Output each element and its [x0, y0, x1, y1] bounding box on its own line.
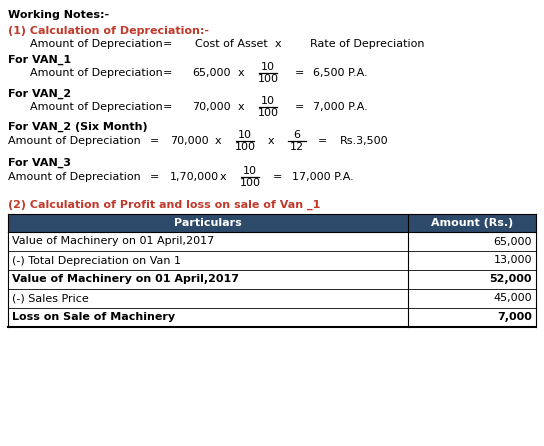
Text: Amount of Depreciation: Amount of Depreciation: [30, 39, 163, 49]
Text: (2) Calculation of Profit and loss on sale of Van _1: (2) Calculation of Profit and loss on sa…: [8, 200, 320, 210]
Text: (1) Calculation of Depreciation:-: (1) Calculation of Depreciation:-: [8, 26, 209, 36]
Bar: [8, 289, 536, 308]
Text: x: x: [275, 39, 282, 49]
Bar: [8, 232, 536, 251]
Text: =: =: [150, 136, 159, 146]
Text: 7,000: 7,000: [497, 313, 532, 322]
Text: =: =: [295, 68, 305, 78]
Text: Value of Machinery on 01 April,2017: Value of Machinery on 01 April,2017: [12, 236, 214, 247]
Text: Cost of Asset: Cost of Asset: [195, 39, 268, 49]
Text: Amount of Depreciation: Amount of Depreciation: [30, 68, 163, 78]
Text: 100: 100: [257, 108, 279, 119]
Text: For VAN_2 (Six Month): For VAN_2 (Six Month): [8, 122, 147, 132]
Text: 7,000 P.A.: 7,000 P.A.: [313, 102, 368, 112]
Text: 10: 10: [238, 129, 252, 140]
Text: 6,500 P.A.: 6,500 P.A.: [313, 68, 368, 78]
Text: 10: 10: [261, 62, 275, 71]
Text: x: x: [238, 68, 245, 78]
Text: =: =: [163, 39, 172, 49]
Text: For VAN_3: For VAN_3: [8, 158, 71, 168]
Bar: [8, 214, 536, 232]
Text: For VAN_1: For VAN_1: [8, 55, 71, 65]
Text: (-) Sales Price: (-) Sales Price: [12, 293, 89, 303]
Text: 100: 100: [239, 178, 261, 189]
Text: Particulars: Particulars: [174, 218, 242, 228]
Text: =: =: [318, 136, 327, 146]
Text: 70,000: 70,000: [170, 136, 209, 146]
Text: Rate of Depreciation: Rate of Depreciation: [310, 39, 424, 49]
Text: =: =: [295, 102, 305, 112]
Text: Amount of Depreciation: Amount of Depreciation: [8, 136, 141, 146]
Text: 6: 6: [294, 129, 300, 140]
Bar: [8, 251, 536, 270]
Text: Amount of Depreciation: Amount of Depreciation: [8, 172, 141, 182]
Text: =: =: [163, 68, 172, 78]
Text: Loss on Sale of Machinery: Loss on Sale of Machinery: [12, 313, 175, 322]
Text: 45,000: 45,000: [493, 293, 532, 303]
Text: 65,000: 65,000: [192, 68, 231, 78]
Text: 100: 100: [257, 74, 279, 84]
Text: =: =: [150, 172, 159, 182]
Text: 10: 10: [261, 95, 275, 106]
Text: x: x: [220, 172, 227, 182]
Text: =: =: [273, 172, 282, 182]
Text: Value of Machinery on 01 April,2017: Value of Machinery on 01 April,2017: [12, 274, 239, 285]
Text: x: x: [238, 102, 245, 112]
Text: 100: 100: [234, 143, 256, 153]
Bar: [8, 270, 536, 289]
Text: x: x: [268, 136, 275, 146]
Text: 65,000: 65,000: [493, 236, 532, 247]
Text: Working Notes:-: Working Notes:-: [8, 10, 109, 20]
Text: Rs.3,500: Rs.3,500: [340, 136, 388, 146]
Text: 70,000: 70,000: [192, 102, 231, 112]
Text: 10: 10: [243, 165, 257, 175]
Bar: [8, 308, 536, 327]
Text: (-) Total Depreciation on Van 1: (-) Total Depreciation on Van 1: [12, 256, 181, 265]
Text: 1,70,000: 1,70,000: [170, 172, 219, 182]
Text: 13,000: 13,000: [493, 256, 532, 265]
Text: 52,000: 52,000: [490, 274, 532, 285]
Text: 17,000 P.A.: 17,000 P.A.: [292, 172, 354, 182]
Text: 12: 12: [290, 143, 304, 153]
Text: For VAN_2: For VAN_2: [8, 89, 71, 99]
Text: Amount of Depreciation: Amount of Depreciation: [30, 102, 163, 112]
Text: Amount (Rs.): Amount (Rs.): [431, 218, 513, 228]
Text: x: x: [215, 136, 221, 146]
Text: =: =: [163, 102, 172, 112]
